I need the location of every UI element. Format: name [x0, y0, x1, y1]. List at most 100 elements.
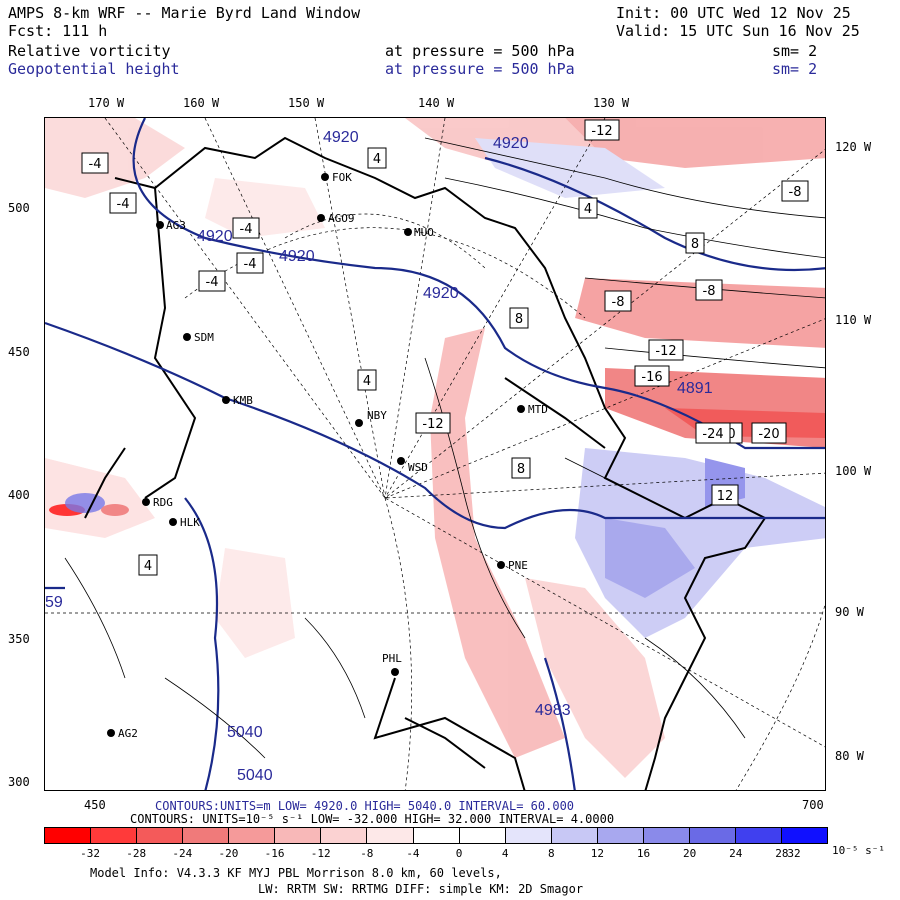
svg-text:8: 8	[691, 237, 699, 252]
colorbar-swatch	[275, 828, 322, 843]
station-marker-pne[interactable]	[497, 561, 505, 569]
svg-text:8: 8	[515, 312, 523, 327]
svg-text:-4: -4	[117, 197, 130, 212]
station-label: KMB	[233, 394, 253, 407]
vorticity-shading	[45, 118, 825, 778]
station-marker-wsd[interactable]	[397, 457, 405, 465]
field1-name: Relative vorticity	[8, 42, 171, 60]
colorbar-tick-label: 0	[455, 847, 463, 860]
vorticity-label: -12	[648, 339, 684, 361]
svg-text:-8: -8	[612, 295, 625, 310]
station-marker-muo[interactable]	[404, 228, 412, 236]
colorbar-tick-label: -4	[406, 847, 420, 860]
station-label: RDG	[153, 496, 173, 509]
colorbar-tick-label: 20	[683, 847, 697, 860]
field1-level: at pressure = 500 hPa	[385, 42, 575, 60]
field2-level: at pressure = 500 hPa	[385, 60, 575, 78]
vorticity-label: -4	[232, 217, 260, 239]
station-marker-nby[interactable]	[355, 419, 363, 427]
svg-text:-4: -4	[89, 157, 102, 172]
y-tick-label: 450	[8, 345, 30, 359]
lon-label-top: 130 W	[593, 96, 630, 110]
station-marker-ago9[interactable]	[317, 214, 325, 222]
svg-text:-20: -20	[758, 427, 779, 442]
station-label: AG3	[166, 219, 186, 232]
vorticity-label: 4	[138, 554, 158, 576]
svg-text:-12: -12	[422, 417, 443, 432]
vorticity-contours-info: CONTOURS: UNITS=10⁻⁵ s⁻¹ LOW= -32.000 HI…	[130, 812, 615, 826]
station-label: WSD	[408, 461, 428, 474]
y-tick-label: 350	[8, 632, 30, 646]
vorticity-label-layer: -4 -4 -4 -4 -4 4 4 4 4 8 8 8 -8 -8 -8 -12 -12 -12 -16 -20 -2…	[81, 119, 809, 576]
vorticity-label: 4	[367, 147, 387, 169]
lon-label-right: 80 W	[835, 749, 864, 763]
colorbar-tick-label: -32	[80, 847, 101, 860]
svg-text:-4: -4	[206, 275, 219, 290]
svg-text:-24: -24	[702, 427, 723, 442]
model-info: Model Info: V4.3.3 KF MYJ PBL Morrison 8…	[90, 866, 502, 880]
colorbar-swatch	[735, 828, 782, 843]
colorbar-tick-label: 4	[501, 847, 509, 860]
vorticity-label: -8	[781, 180, 809, 202]
station-marker-ag2[interactable]	[107, 729, 115, 737]
x-tick-label: 700	[802, 798, 824, 812]
plot-title: AMPS 8-km WRF -- Marie Byrd Land Window	[8, 4, 361, 22]
height-contours	[45, 118, 825, 790]
colorbar-unit: 10⁻⁵ s⁻¹	[832, 844, 885, 857]
map-panel[interactable]: FOK AG3 AGO9 MUO SDM KMB NBY MTD WSD RDG…	[44, 117, 826, 791]
station-marker-ag3[interactable]	[156, 221, 164, 229]
svg-text:-4: -4	[240, 222, 253, 237]
height-label: 5040	[227, 724, 263, 741]
lon-label-right: 100 W	[835, 464, 872, 478]
station-marker-mtd[interactable]	[517, 405, 525, 413]
station-marker-sdm[interactable]	[183, 333, 191, 341]
station-marker-fok[interactable]	[321, 173, 329, 181]
coastline	[84, 136, 767, 790]
station-label: PNE	[508, 559, 528, 572]
vorticity-label: -16	[634, 365, 670, 387]
station-marker-rdg[interactable]	[142, 498, 150, 506]
lon-label-top: 140 W	[418, 96, 455, 110]
colorbar-swatch	[137, 828, 184, 843]
svg-text:4: 4	[144, 559, 152, 574]
colorbar-tick-label: 28	[775, 847, 789, 860]
colorbar-swatch	[643, 828, 690, 843]
vorticity-label: 8	[509, 307, 529, 329]
lon-label-right: 110 W	[835, 313, 872, 327]
valid-time: Valid: 15 UTC Sun 16 Nov 25	[616, 22, 860, 40]
height-label: 5040	[237, 767, 273, 784]
vorticity-label: 4	[357, 369, 377, 391]
vorticity-label: 8	[511, 457, 531, 479]
colorbar-tick-label: 32	[787, 847, 801, 860]
station-marker-phl[interactable]	[391, 668, 399, 676]
vorticity-label: -4	[109, 192, 137, 214]
map-canvas: FOK AG3 AGO9 MUO SDM KMB NBY MTD WSD RDG…	[45, 118, 825, 790]
vorticity-label: -24	[695, 422, 731, 444]
lon-label-top: 150 W	[288, 96, 325, 110]
x-tick-label: 450	[84, 798, 106, 812]
colorbar-tick-label: 8	[547, 847, 555, 860]
station-label: HLK	[180, 516, 200, 529]
vorticity-label: 12	[711, 484, 739, 506]
height-label: 4891	[677, 380, 713, 397]
station-label: FOK	[332, 171, 352, 184]
vorticity-label: -4	[198, 270, 226, 292]
colorbar-tick-label: -12	[310, 847, 331, 860]
colorbar-swatch	[367, 828, 414, 843]
field2-smoothing: sm= 2	[772, 60, 818, 78]
colorbar-swatch	[459, 828, 506, 843]
vorticity-label: -12	[584, 119, 620, 141]
height-label: 4920	[493, 135, 529, 152]
vorticity-label: -8	[604, 290, 632, 312]
vorticity-label: 8	[685, 232, 705, 254]
lon-label-right: 120 W	[835, 140, 872, 154]
colorbar-swatch	[551, 828, 598, 843]
station-marker-hlk[interactable]	[169, 518, 177, 526]
colorbar-tick-label: -20	[218, 847, 239, 860]
height-contours-info: CONTOURS:UNITS=m LOW= 4920.0 HIGH= 5040.…	[155, 799, 575, 813]
svg-text:-8: -8	[789, 185, 802, 200]
station-marker-kmb[interactable]	[222, 396, 230, 404]
colorbar-swatch	[91, 828, 138, 843]
y-tick-label: 500	[8, 201, 30, 215]
vorticity-label: -4	[236, 252, 264, 274]
